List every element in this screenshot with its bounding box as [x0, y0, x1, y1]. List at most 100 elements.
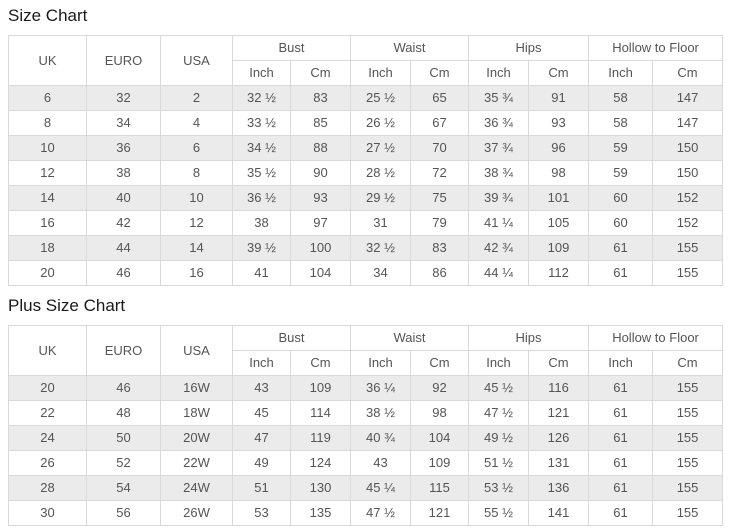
size-cell: 115: [410, 475, 470, 501]
size-cell: 50: [86, 425, 161, 451]
size-cell: 58: [588, 85, 654, 111]
header-row-groups: UK EURO USA Bust Waist Hips Hollow to Floor: [8, 325, 724, 376]
unit-header-cm: Cm: [528, 350, 590, 376]
size-cell: 147: [652, 110, 724, 136]
unit-header-cm: Cm: [652, 350, 724, 376]
size-cell: 92: [410, 375, 470, 401]
size-cell: 42: [86, 210, 161, 236]
size-cell: 61: [588, 475, 654, 501]
unit-header-cm: Cm: [410, 350, 470, 376]
size-cell: 47 ½: [350, 500, 412, 526]
size-cell: 6: [160, 135, 233, 161]
size-cell: 18W: [160, 400, 233, 426]
unit-header-inch: Inch: [350, 350, 412, 376]
size-cell: 155: [652, 260, 724, 286]
size-cell: 32 ½: [232, 85, 291, 111]
size-cell: 51: [232, 475, 291, 501]
size-cell: 150: [652, 160, 724, 186]
size-cell: 24: [8, 425, 87, 451]
size-cell: 32 ½: [350, 235, 412, 261]
size-cell: 38: [86, 160, 161, 186]
size-cell: 114: [289, 400, 352, 426]
unit-header-inch: Inch: [468, 350, 530, 376]
size-cell: 36: [86, 135, 161, 161]
plus-size-chart-table-body: 20 46 16W 43 109 36 ¼ 92 45 ½ 116 61 155 22 48 18W 45 1…: [8, 375, 724, 526]
size-cell: 61: [588, 450, 654, 476]
size-cell: 46: [86, 260, 161, 286]
size-cell: 59: [588, 160, 654, 186]
size-cell: 59: [588, 135, 654, 161]
size-cell: 70: [410, 135, 470, 161]
size-cell: 51 ½: [468, 450, 530, 476]
size-cell: 93: [289, 185, 352, 211]
size-cell: 38 ¾: [468, 160, 530, 186]
size-row: 28 54 24W 51 130 45 ¼ 115 53 ½ 136 61 155: [8, 475, 724, 501]
size-chart-table-body: 6 32 2 32 ½ 83 25 ½ 65 35 ¾ 91 58 147 8 34 4 33 ½ 85 26 …: [8, 85, 724, 286]
size-cell: 47: [232, 425, 291, 451]
size-row: 30 56 26W 53 135 47 ½ 121 55 ½ 141 61 155: [8, 500, 724, 526]
unit-header-inch: Inch: [232, 60, 291, 86]
header-row-units: Inch Cm Inch Cm Inch Cm Inch Cm: [9, 60, 724, 86]
size-cell: 155: [652, 450, 724, 476]
plus-size-chart-title: Plus Size Chart: [8, 296, 126, 315]
size-cell: 136: [528, 475, 590, 501]
size-cell: 126: [528, 425, 590, 451]
size-row: 24 50 20W 47 119 40 ¾ 104 49 ½ 126 61 155: [8, 425, 724, 451]
header-row-units: Inch Cm Inch Cm Inch Cm Inch Cm: [9, 350, 724, 376]
size-cell: 75: [410, 185, 470, 211]
size-cell: 22W: [160, 450, 233, 476]
size-cell: 58: [588, 110, 654, 136]
column-header-euro: EURO: [86, 325, 161, 376]
size-cell: 72: [410, 160, 470, 186]
size-row: 12 38 8 35 ½ 90 28 ½ 72 38 ¾ 98 59 150: [8, 160, 724, 186]
size-cell: 20: [8, 260, 87, 286]
size-row: 6 32 2 32 ½ 83 25 ½ 65 35 ¾ 91 58 147: [8, 85, 724, 111]
size-cell: 121: [528, 400, 590, 426]
size-cell: 124: [289, 450, 352, 476]
size-cell: 98: [410, 400, 470, 426]
column-header-hips: Hips: [468, 35, 590, 61]
unit-header-cm: Cm: [410, 60, 470, 86]
plus-size-chart-section: Plus Size Chart UK EURO USA Bust Waist Hips Ho…: [8, 296, 724, 526]
size-row: 20 46 16 41 104 34 86 44 ¼ 112 61 155: [8, 260, 724, 286]
size-cell: 16: [8, 210, 87, 236]
size-cell: 100: [289, 235, 352, 261]
size-cell: 104: [410, 425, 470, 451]
size-cell: 40 ¾: [350, 425, 412, 451]
size-cell: 88: [289, 135, 352, 161]
size-cell: 155: [652, 475, 724, 501]
size-cell: 135: [289, 500, 352, 526]
size-chart-title: Size Chart: [8, 6, 88, 25]
size-cell: 44: [86, 235, 161, 261]
unit-header-inch: Inch: [350, 60, 412, 86]
column-header-hips: Hips: [468, 325, 590, 351]
size-cell: 43: [232, 375, 291, 401]
size-cell: 14: [8, 185, 87, 211]
size-cell: 60: [588, 210, 654, 236]
size-cell: 18: [8, 235, 87, 261]
size-cell: 56: [86, 500, 161, 526]
size-cell: 131: [528, 450, 590, 476]
size-cell: 86: [410, 260, 470, 286]
column-header-usa: USA: [160, 35, 233, 86]
size-cell: 119: [289, 425, 352, 451]
size-cell: 34: [350, 260, 412, 286]
size-cell: 43: [350, 450, 412, 476]
size-cell: 60: [588, 185, 654, 211]
size-cell: 28 ½: [350, 160, 412, 186]
size-cell: 83: [289, 85, 352, 111]
column-header-bust: Bust: [231, 325, 352, 351]
size-cell: 141: [528, 500, 590, 526]
column-header-uk: UK: [8, 35, 87, 86]
size-cell: 101: [528, 185, 590, 211]
size-row: 20 46 16W 43 109 36 ¼ 92 45 ½ 116 61 155: [8, 375, 724, 401]
size-cell: 39 ½: [232, 235, 291, 261]
size-cell: 34: [86, 110, 161, 136]
size-row: 8 34 4 33 ½ 85 26 ½ 67 36 ¾ 93 58 147: [8, 110, 724, 136]
size-cell: 8: [8, 110, 87, 136]
size-cell: 55 ½: [468, 500, 530, 526]
column-header-uk: UK: [8, 325, 87, 376]
column-header-usa: USA: [160, 325, 233, 376]
size-cell: 155: [652, 400, 724, 426]
size-cell: 147: [652, 85, 724, 111]
